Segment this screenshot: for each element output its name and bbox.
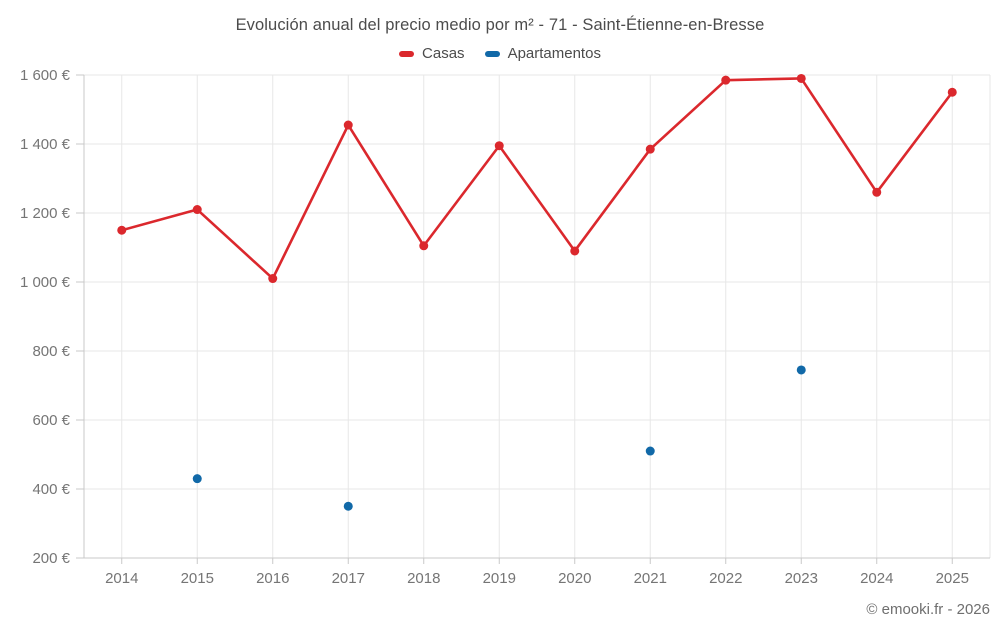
x-axis-label: 2024 <box>860 570 893 587</box>
casas-line-segment <box>271 123 350 280</box>
y-axis-label: 1 000 € <box>20 274 71 291</box>
casas-line-segment <box>573 147 652 253</box>
casas-line-segment <box>195 208 275 280</box>
casas-line-segment <box>346 123 426 248</box>
x-axis-label: 2018 <box>407 570 440 587</box>
casas-legend-swatch-icon <box>399 50 415 57</box>
casas-point-2022[interactable] <box>721 75 731 85</box>
casas-point-2021[interactable] <box>645 144 655 154</box>
casas-point-2023[interactable] <box>796 73 806 83</box>
y-axis-label: 1 200 € <box>20 205 71 222</box>
apartamentos-legend-swatch-icon <box>484 50 500 57</box>
y-axis-label: 400 € <box>32 481 70 498</box>
x-axis-label: 2017 <box>332 570 365 587</box>
legend-item-apartamentos[interactable]: Apartamentos <box>484 45 601 62</box>
y-axis-label: 800 € <box>32 343 70 360</box>
apartamentos-point-2021[interactable] <box>645 446 655 456</box>
apartamentos-point-2015[interactable] <box>192 474 202 484</box>
casas-point-2020[interactable] <box>570 246 580 256</box>
x-axis-label: 2023 <box>785 570 818 587</box>
casas-point-2025[interactable] <box>947 87 957 97</box>
casas-legend-label: Casas <box>422 45 465 62</box>
chart-title: Evolución anual del precio medio por m² … <box>235 16 765 34</box>
apartamentos-legend-label: Apartamentos <box>507 45 601 62</box>
copyright: © emooki.fr - 2026 <box>866 601 990 618</box>
casas-line-segment <box>875 90 954 194</box>
x-axis-label: 2019 <box>483 570 516 587</box>
casas-point-2024[interactable] <box>872 187 882 197</box>
apartamentos-point-2023[interactable] <box>796 365 806 375</box>
casas-point-2015[interactable] <box>192 205 202 215</box>
casas-point-2018[interactable] <box>419 241 429 251</box>
casas-point-2014[interactable] <box>117 225 127 235</box>
x-axis-label: 2016 <box>256 570 289 587</box>
x-axis-label: 2021 <box>634 570 667 587</box>
x-axis-label: 2020 <box>558 570 591 587</box>
y-axis-label: 600 € <box>32 412 70 429</box>
casas-point-2016[interactable] <box>268 274 278 284</box>
x-axis-label: 2015 <box>181 570 214 587</box>
y-axis-label: 200 € <box>32 550 70 567</box>
casas-line-segment <box>799 77 879 194</box>
y-axis-label: 1 600 € <box>20 67 71 84</box>
x-axis-label: 2014 <box>105 570 138 587</box>
y-axis-label: 1 400 € <box>20 136 71 153</box>
x-axis-label: 2025 <box>936 570 969 587</box>
legend-item-casas[interactable]: Casas <box>399 45 465 62</box>
legend: Casas Apartamentos <box>0 45 1000 62</box>
casas-line-segment <box>724 77 803 82</box>
casas-line-segment <box>422 144 501 248</box>
casas-line-segment <box>497 144 577 253</box>
casas-point-2017[interactable] <box>343 120 353 130</box>
casas-line-segment <box>120 208 199 232</box>
casas-line-segment <box>648 78 728 151</box>
x-axis-label: 2022 <box>709 570 742 587</box>
apartamentos-point-2017[interactable] <box>343 501 353 511</box>
casas-point-2019[interactable] <box>494 141 504 151</box>
